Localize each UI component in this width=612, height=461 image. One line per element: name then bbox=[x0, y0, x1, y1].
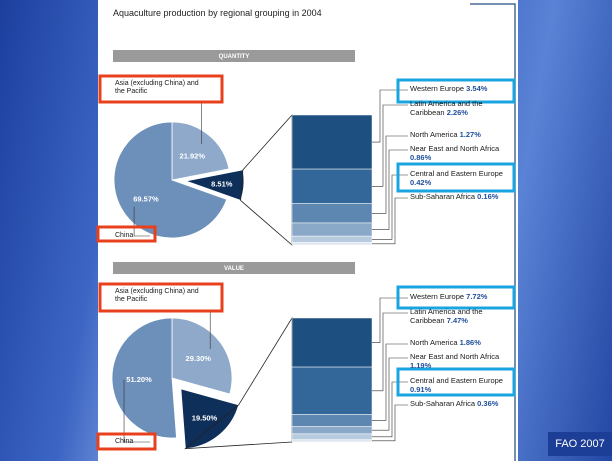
breakdown-segment bbox=[291, 203, 373, 224]
slice-label: 51.20% bbox=[126, 375, 152, 384]
region-value: 1.27% bbox=[459, 130, 481, 139]
region-label: North America 1.86% bbox=[410, 338, 506, 348]
leader-line bbox=[372, 174, 408, 240]
region-name: Near East and North Africa bbox=[410, 144, 500, 153]
region-name: Central and Eastern Europe bbox=[410, 376, 503, 385]
slice-label: 8.51% bbox=[211, 180, 233, 189]
leader-line bbox=[372, 149, 408, 230]
breakdown-segment bbox=[291, 114, 373, 170]
highlight-box bbox=[396, 78, 516, 104]
leader-line bbox=[372, 357, 408, 431]
region-label: Sub-Saharan Africa 0.16% bbox=[410, 192, 506, 202]
page-title: Aquaculture production by regional group… bbox=[113, 8, 322, 18]
region-label: Near East and North Africa 0.86% bbox=[410, 144, 506, 162]
section-header bbox=[113, 262, 355, 274]
region-name: Sub-Saharan Africa bbox=[410, 192, 476, 201]
region-value: 7.47% bbox=[446, 315, 468, 325]
pie-slice bbox=[171, 121, 230, 181]
section-title: VALUE bbox=[224, 266, 244, 272]
highlight-box bbox=[98, 282, 224, 313]
region-label: Sub-Saharan Africa 0.36% bbox=[410, 399, 506, 409]
category-label: Asia (excluding China) and the Pacific bbox=[115, 288, 199, 303]
slice-label: 21.92% bbox=[180, 151, 206, 160]
region-value: 0.16% bbox=[477, 192, 499, 201]
region-name: Latin America and the Caribbean bbox=[410, 307, 483, 325]
leader-line bbox=[372, 404, 408, 442]
highlight-box bbox=[396, 162, 516, 193]
category-label: China bbox=[115, 232, 134, 239]
region-label: Latin America and the Caribbean 2.26% bbox=[410, 99, 506, 117]
region-name: Latin America and the Caribbean bbox=[410, 99, 483, 117]
slice-label: 69.57% bbox=[133, 194, 159, 203]
leader-line bbox=[372, 89, 408, 143]
section-header bbox=[113, 50, 355, 62]
region-name: Near East and North Africa bbox=[410, 352, 500, 361]
breakdown-segment bbox=[291, 439, 373, 443]
region-label: Latin America and the Caribbean 7.47% bbox=[410, 307, 506, 325]
highlight-box bbox=[98, 74, 224, 104]
leader-line bbox=[123, 379, 150, 443]
region-value: 0.42% bbox=[410, 177, 432, 187]
leader-line bbox=[372, 104, 408, 187]
leader-line bbox=[372, 381, 408, 438]
region-value: 1.19% bbox=[410, 360, 432, 370]
breakdown-segment bbox=[291, 242, 373, 246]
region-label: Western Europe 7.72% bbox=[410, 292, 506, 302]
breakdown-segment bbox=[291, 433, 373, 440]
slice-label: 19.50% bbox=[192, 414, 218, 423]
region-label: Central and Eastern Europe 0.91% bbox=[410, 376, 506, 394]
breakdown-segment bbox=[291, 168, 373, 204]
region-label: Near East and North Africa 1.19% bbox=[410, 352, 506, 370]
region-label: Central and Eastern Europe 0.42% bbox=[410, 169, 506, 187]
region-value: 2.26% bbox=[446, 107, 468, 117]
region-value: 0.86% bbox=[410, 152, 432, 162]
region-name: North America bbox=[410, 338, 458, 347]
breakdown-segment bbox=[291, 317, 373, 368]
region-name: Sub-Saharan Africa bbox=[410, 399, 476, 408]
source: FAO 2007 bbox=[548, 432, 612, 456]
region-value: 0.91% bbox=[410, 384, 432, 394]
leader-line bbox=[372, 197, 408, 245]
breakdown-segment bbox=[291, 366, 373, 415]
slice-label: 29.30% bbox=[186, 354, 212, 363]
leader-line bbox=[372, 135, 408, 214]
pie-slice bbox=[113, 121, 228, 239]
breakdown-segment bbox=[291, 426, 373, 435]
region-name: Central and Eastern Europe bbox=[410, 169, 503, 178]
breakdown-segment bbox=[291, 222, 373, 237]
leader-line bbox=[133, 206, 150, 237]
category-label: Asia (excluding China) and the Pacific bbox=[115, 80, 199, 95]
highlight-box bbox=[396, 285, 516, 310]
region-value: 1.86% bbox=[459, 338, 481, 347]
section-title: QUANTITY bbox=[219, 54, 250, 60]
region-label: Western Europe 3.54% bbox=[410, 84, 506, 94]
region-value: 7.72% bbox=[466, 292, 488, 301]
leader-line bbox=[372, 312, 408, 392]
region-value: 0.36% bbox=[477, 399, 499, 408]
category-label: China bbox=[115, 438, 134, 445]
region-name: North America bbox=[410, 130, 458, 139]
region-label: North America 1.27% bbox=[410, 130, 506, 140]
region-name: Western Europe bbox=[410, 84, 465, 93]
breakdown-segment bbox=[291, 235, 373, 243]
leader-line bbox=[372, 343, 408, 421]
breakdown-segment bbox=[291, 414, 373, 427]
region-name: Western Europe bbox=[410, 292, 465, 301]
leader-line bbox=[372, 297, 408, 343]
region-value: 3.54% bbox=[466, 84, 488, 93]
highlight-box bbox=[96, 432, 157, 451]
highlight-box bbox=[396, 367, 516, 397]
pie-slice bbox=[171, 317, 233, 395]
highlight-box bbox=[96, 225, 157, 243]
